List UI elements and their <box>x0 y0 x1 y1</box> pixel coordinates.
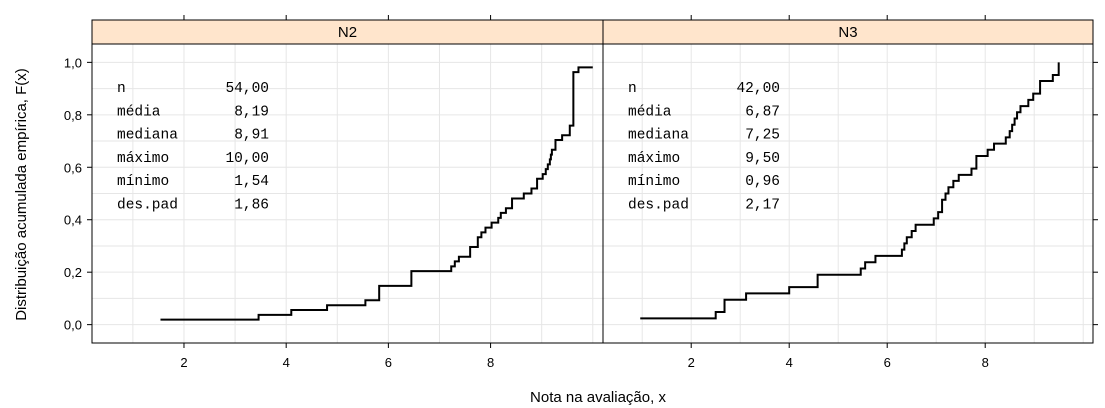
stat-label-n: n <box>628 81 637 97</box>
x-tick-label: 6 <box>884 355 891 370</box>
stat-label-mediana: mediana <box>628 128 689 144</box>
stats-block: n 54,00 média 8,19 mediana 8,91 máximo 10,00 mín… <box>117 81 269 214</box>
y-tick-label: 0,4 <box>64 213 82 228</box>
strip-label: N3 <box>838 24 857 41</box>
stat-value: 54,00 <box>225 81 269 97</box>
y-tick-label: 1,0 <box>64 55 82 70</box>
x-tick-label: 8 <box>487 355 494 370</box>
x-tick-label: 2 <box>688 355 695 370</box>
gridlines <box>603 44 1093 343</box>
stat-label-despad: des.pad <box>117 198 178 214</box>
x-tick-label: 2 <box>180 355 187 370</box>
stat-value: 6,87 <box>745 104 780 120</box>
gridlines <box>92 44 603 343</box>
stat-value: 1,86 <box>234 198 269 214</box>
y-axis-title: Distribuição acumulada empírica, F(x) <box>13 68 30 321</box>
stat-value: 7,25 <box>745 128 780 144</box>
x-tick-label: 6 <box>385 355 392 370</box>
stat-label-despad: des.pad <box>628 198 689 214</box>
stat-value: 8,19 <box>234 104 269 120</box>
strip-n3 <box>602 19 1094 45</box>
y-tick-label: 0,8 <box>64 108 82 123</box>
stat-label-mximo: máximo <box>628 151 680 167</box>
stat-value: 2,17 <box>745 198 780 214</box>
x-axis-title: Nota na avaliação, x <box>530 389 666 406</box>
x-tick-label: 4 <box>786 355 793 370</box>
panel-n3: N3 n 42,00 média 6,87 mediana 7,25 máximo 9,50 mí… <box>602 15 1094 370</box>
x-tick-label: 4 <box>283 355 290 370</box>
ecdf-line-n3 <box>640 62 1060 320</box>
stat-label-mnimo: mínimo <box>117 174 169 190</box>
panel-n2: N2 n 54,00 média 8,19 mediana 8,91 máximo 10,00 m… <box>91 15 604 370</box>
strip-label: N2 <box>338 24 357 41</box>
ecdf-line-n2 <box>160 66 593 321</box>
y-tick-label: 0,0 <box>64 318 82 333</box>
stat-value: 8,91 <box>234 128 269 144</box>
x-tick-label: 8 <box>982 355 989 370</box>
stat-label-n: n <box>117 81 126 97</box>
y-tick-label: 0,6 <box>64 160 82 175</box>
stat-value: 10,00 <box>225 151 269 167</box>
stat-value: 1,54 <box>234 174 269 190</box>
stat-value: 0,96 <box>745 174 780 190</box>
stat-label-mnimo: mínimo <box>628 174 680 190</box>
stat-value: 9,50 <box>745 151 780 167</box>
y-tick-label: 0,2 <box>64 265 82 280</box>
stat-value: 42,00 <box>736 81 780 97</box>
stat-label-mximo: máximo <box>117 151 169 167</box>
stats-block: n 42,00 média 6,87 mediana 7,25 máximo 9,50 míni… <box>628 81 780 214</box>
stat-label-mdia: média <box>628 104 672 120</box>
panel-border <box>602 43 1094 344</box>
stat-label-mdia: média <box>117 104 161 120</box>
stat-label-mediana: mediana <box>117 128 178 144</box>
